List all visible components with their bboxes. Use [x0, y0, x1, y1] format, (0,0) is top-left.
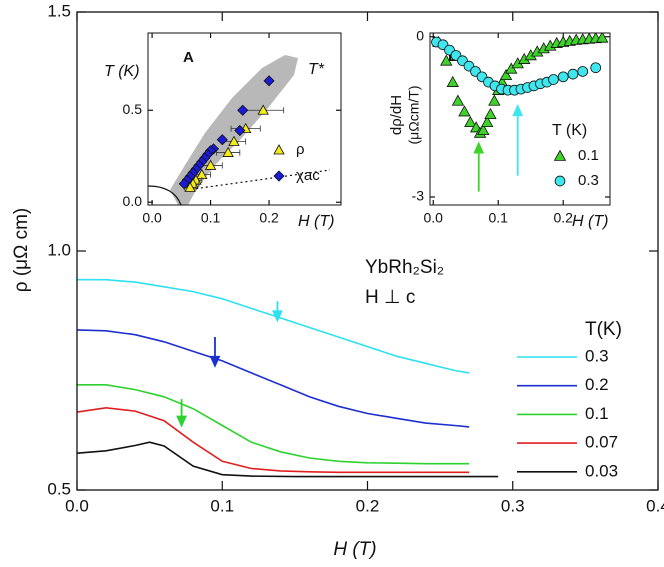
marker	[499, 68, 513, 80]
marker	[577, 66, 589, 77]
marker	[553, 149, 567, 161]
y-tick-label: 0	[416, 27, 424, 43]
marker	[451, 94, 465, 106]
marker	[596, 33, 609, 43]
marker	[228, 135, 240, 146]
legend-label: 0.3	[585, 346, 609, 365]
x-tick-label: 0.2	[356, 496, 380, 515]
legend-label: 0.2	[585, 375, 609, 394]
arrow	[176, 399, 187, 428]
y-axis-label: T (K)	[104, 63, 140, 80]
marker	[184, 181, 196, 192]
x-tick-label: 0.1	[210, 496, 234, 515]
marker	[237, 104, 249, 116]
plot-area	[77, 278, 499, 478]
data-line	[77, 384, 470, 465]
legend-title: T(K)	[585, 319, 622, 340]
arrow	[209, 337, 221, 368]
marker	[481, 115, 494, 128]
y-axis-label: dρ/dH	[388, 95, 405, 135]
marker	[234, 124, 246, 137]
arrow	[512, 103, 524, 176]
main-plot: H (T) ρ (μΩ cm) YbRh₂Si₂ H ⊥ c T(K) 0.0 0…	[11, 1, 664, 560]
legend-label: 0.03	[585, 461, 618, 480]
x-tick-label: 0.0	[424, 210, 444, 226]
y-tick-label: 1.5	[47, 1, 71, 20]
x-axis-label: H (T)	[298, 213, 334, 230]
x-tick-label: 0.0	[142, 210, 162, 226]
legend-label: 0.07	[585, 433, 618, 452]
data-line	[77, 406, 470, 474]
y-axis-label: ρ (μΩ cm)	[11, 208, 32, 293]
annotation: T*	[308, 61, 325, 78]
extrapolation	[185, 169, 331, 191]
annotation: H ⊥ c	[365, 287, 415, 308]
marker	[477, 123, 490, 136]
data-line	[77, 329, 470, 428]
legend-label: 0.1	[578, 147, 599, 164]
marker	[458, 105, 471, 117]
marker	[257, 104, 269, 115]
marker	[204, 159, 217, 170]
y-tick-label: 0.0	[123, 193, 143, 209]
marker	[464, 115, 477, 128]
marker	[567, 68, 579, 80]
marker	[440, 54, 453, 66]
legend-title: T (K)	[552, 122, 587, 139]
frame	[429, 32, 611, 206]
arrow	[272, 301, 283, 323]
y-tick-label: -3	[412, 188, 425, 204]
marker	[178, 178, 190, 190]
data-line	[77, 441, 499, 478]
x-tick-label: 0.2	[259, 210, 279, 226]
x-axis-label: H (T)	[572, 213, 608, 230]
y-tick-label: 0.5	[47, 479, 71, 498]
marker	[216, 134, 228, 146]
legend-label: ρ	[296, 141, 305, 158]
data-line	[77, 278, 470, 374]
marker	[554, 175, 566, 187]
x-tick-label: 0.1	[488, 210, 508, 226]
marker	[484, 107, 497, 119]
marker	[263, 75, 275, 87]
legend-label: χac	[296, 167, 320, 184]
x-tick-label: 0.4	[646, 496, 664, 515]
marker	[590, 62, 602, 74]
legend-label: 0.3	[578, 172, 599, 189]
marker	[548, 74, 559, 85]
inset-b: B dρ/dH (μΩcm/T) H (T) T (K) 0.00.10.2-3…	[388, 27, 611, 230]
phase-boundary	[147, 185, 182, 206]
inset-a: A T* T (K) H (T) 0.0 0.1 0.2 0.0 0.5 ρ χac	[104, 32, 342, 230]
marker	[446, 75, 459, 87]
annotation: YbRh₂Si₂	[365, 257, 444, 278]
arrow	[473, 141, 485, 192]
panel-label: A	[183, 49, 194, 66]
x-axis-label: H (T)	[333, 539, 376, 560]
marker	[273, 170, 285, 182]
x-tick-label: 0.2	[553, 210, 573, 226]
legend-label: 0.1	[585, 404, 609, 423]
marker	[222, 146, 234, 157]
plot-area	[431, 33, 609, 138]
y-tick-label: 0.5	[123, 101, 143, 117]
marker	[488, 94, 501, 106]
x-tick-label: 0.0	[65, 496, 89, 515]
marker	[557, 71, 569, 83]
y-axis-label: (μΩcm/T)	[406, 86, 422, 145]
x-tick-label: 0.3	[501, 496, 525, 515]
x-tick-label: 0.1	[201, 210, 221, 226]
plot-area	[178, 75, 285, 192]
marker	[273, 144, 285, 155]
y-tick-label: 1.0	[47, 240, 71, 259]
frame	[76, 11, 659, 491]
frame	[147, 32, 342, 206]
